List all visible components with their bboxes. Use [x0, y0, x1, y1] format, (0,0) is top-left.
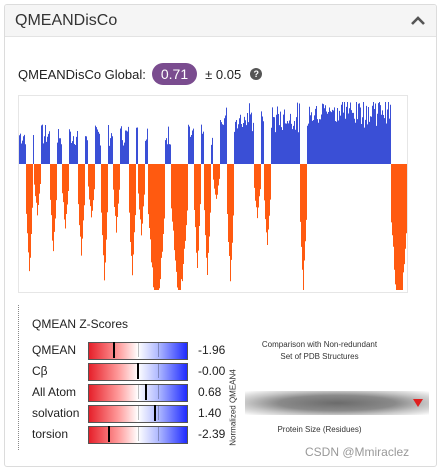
zscore-bar: [88, 405, 188, 423]
watermark: CSDN @Mmiraclez: [305, 445, 410, 459]
zscore-value: 0.68: [198, 385, 222, 399]
comparison-scatter: [245, 391, 429, 415]
zscore-bar: [88, 363, 188, 381]
zscore-row: QMEAN -1.96: [32, 342, 232, 360]
chevron-up-icon[interactable]: [409, 12, 427, 30]
zscore-label: torsion: [32, 427, 69, 441]
zscore-value: -0.00: [198, 364, 226, 378]
comparison-title-line2: Set of PDB Structures: [280, 352, 359, 361]
zscores-title: QMEAN Z-Scores: [32, 317, 129, 331]
zscore-marker: [145, 384, 148, 400]
comparison-plot: Comparison with Non-redundant Set of PDB…: [227, 333, 430, 446]
zscore-label: Cβ: [32, 364, 48, 378]
zscore-marker: [112, 342, 115, 358]
zscore-marker: [137, 363, 139, 379]
zscore-row: All Atom 0.68: [32, 384, 232, 402]
zscore-row: Cβ -0.00: [32, 363, 232, 381]
panel-header[interactable]: QMEANDisCo: [5, 5, 436, 37]
zscores-panel: QMEAN Z-Scores QMEAN -1.96 Cβ -0.00 All Atom…: [18, 305, 225, 450]
global-score-row: QMEANDisCo Global: 0.71 ± 0.05 ?: [18, 63, 263, 85]
local-quality-plot: [18, 95, 408, 293]
comparison-xlabel: Protein Size (Residues): [277, 425, 362, 434]
zscore-label: QMEAN: [32, 343, 77, 357]
comparison-ylabel: Normalized QMEAN4: [228, 369, 238, 446]
zscore-label: All Atom: [32, 385, 77, 399]
zscore-value: 1.40: [198, 406, 222, 420]
model-marker: [413, 399, 423, 407]
comparison-title-line1: Comparison with Non-redundant: [261, 340, 378, 349]
comparison-title: Comparison with Non-redundant Set of PDB…: [227, 339, 412, 363]
question-circle-icon[interactable]: ?: [250, 68, 263, 80]
zscore-bar: [88, 342, 188, 360]
global-score-error: ± 0.05: [205, 66, 242, 82]
zscore-label: solvation: [32, 406, 80, 420]
zscore-value: -1.96: [198, 343, 226, 357]
global-score-badge: 0.71: [151, 63, 198, 85]
zscore-row: torsion -2.39: [32, 426, 232, 444]
zscore-bar: [88, 426, 188, 444]
zscore-value: -2.39: [198, 427, 226, 441]
zscore-marker: [154, 405, 157, 421]
panel-title: QMEANDisCo: [15, 11, 118, 29]
global-score-label: QMEANDisCo Global:: [18, 66, 146, 82]
qmeandisco-panel: QMEANDisCo QMEANDisCo Global: 0.71 ± 0.0…: [4, 4, 437, 467]
zscore-marker: [107, 426, 110, 442]
zscore-row: solvation 1.40: [32, 405, 232, 423]
zscore-bar: [88, 384, 188, 402]
